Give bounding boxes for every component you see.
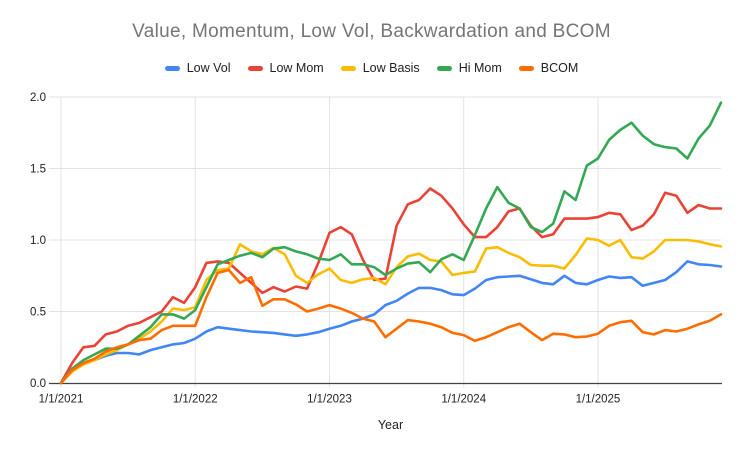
series-line-hi-mom — [59, 101, 723, 385]
legend-swatch-low-vol — [164, 65, 180, 71]
y-tick-label: 1.0 — [30, 235, 46, 247]
x-tick-label: 1/1/2025 — [576, 394, 621, 406]
series-line-bcom — [59, 268, 723, 385]
x-tick-label: 1/1/2023 — [307, 394, 352, 406]
y-tick-label: 0.0 — [30, 378, 46, 390]
legend-swatch-low-basis — [340, 65, 356, 71]
legend-label: Hi Mom — [458, 61, 502, 75]
x-axis-title: Year — [377, 418, 404, 432]
legend-item-low-vol: Low Vol — [164, 61, 231, 75]
x-tick-label: 1/1/2021 — [39, 394, 84, 406]
legend-item-hi-mom: Hi Mom — [436, 61, 502, 75]
y-tick-label: 1.5 — [30, 164, 46, 176]
x-tick-label: 1/1/2024 — [441, 394, 486, 406]
legend-label: BCOM — [540, 61, 579, 75]
series-line-low-vol — [59, 260, 723, 385]
y-tick-label: 0.5 — [30, 307, 46, 319]
legend-swatch-hi-mom — [436, 65, 452, 71]
series-line-low-basis — [59, 237, 723, 385]
legend-label: Low Vol — [186, 61, 231, 75]
legend-swatch-low-mom — [247, 65, 263, 71]
chart-title: Value, Momentum, Low Vol, Backwardation … — [132, 21, 611, 42]
x-tick-label: 1/1/2022 — [173, 394, 218, 406]
legend-label: Low Mom — [269, 61, 324, 75]
series-line-low-mom — [59, 187, 723, 385]
legend-item-low-basis: Low Basis — [340, 61, 420, 75]
legend-swatch-bcom — [518, 65, 534, 71]
legend-item-bcom: BCOM — [518, 61, 579, 75]
legend-item-low-mom: Low Mom — [247, 61, 324, 75]
legend: Low Vol Low Mom Low Basis Hi Mom BCOM — [0, 60, 743, 76]
y-tick-label: 2.0 — [30, 92, 46, 104]
legend-label: Low Basis — [362, 61, 420, 75]
